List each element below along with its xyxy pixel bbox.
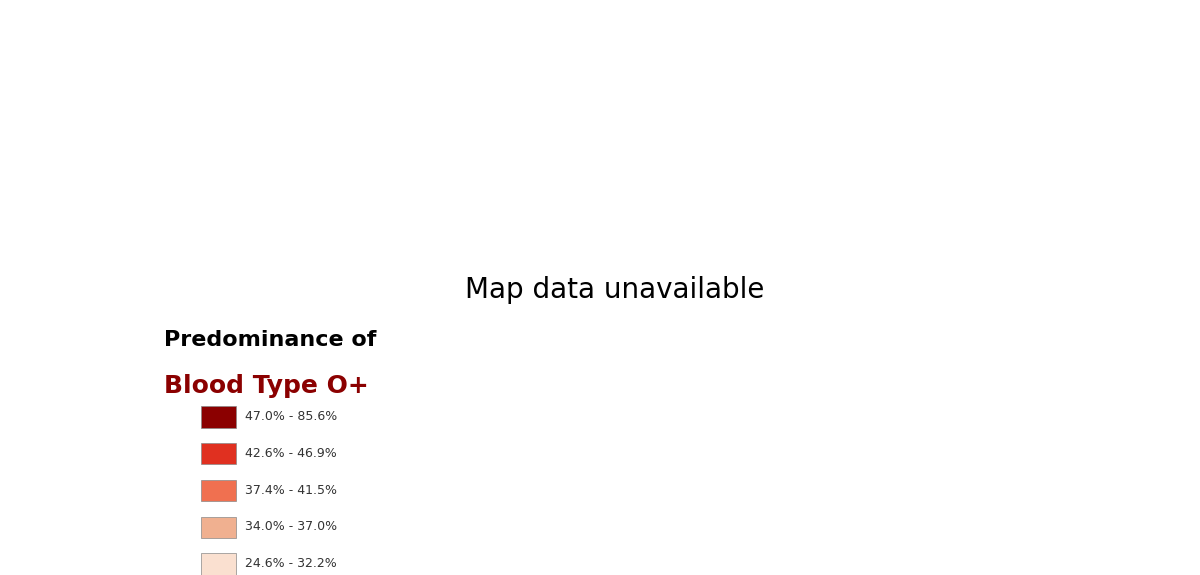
Bar	[202, 516, 236, 538]
Bar	[202, 553, 236, 574]
Text: Map data unavailable: Map data unavailable	[466, 277, 764, 304]
Text: Predominance of: Predominance of	[164, 330, 377, 350]
Text: 24.6% - 32.2%: 24.6% - 32.2%	[245, 557, 337, 570]
Bar	[202, 443, 236, 465]
Bar	[202, 480, 236, 501]
Text: 34.0% - 37.0%: 34.0% - 37.0%	[245, 520, 337, 533]
Text: 37.4% - 41.5%: 37.4% - 41.5%	[245, 484, 337, 497]
Text: Blood Type O+: Blood Type O+	[164, 374, 368, 398]
Text: 47.0% - 85.6%: 47.0% - 85.6%	[245, 410, 337, 423]
Text: 42.6% - 46.9%: 42.6% - 46.9%	[245, 447, 337, 460]
Bar	[202, 407, 236, 428]
